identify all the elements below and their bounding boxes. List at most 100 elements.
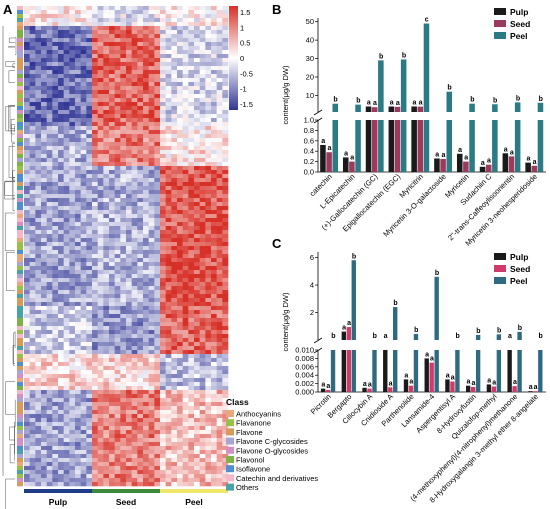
- heatmap-cell: [52, 106, 59, 111]
- heatmap-cell: [165, 122, 172, 127]
- heatmap-cell: [182, 182, 189, 187]
- heatmap-cell: [160, 146, 166, 151]
- heatmap-cell: [46, 474, 53, 479]
- heatmap-cell: [182, 206, 189, 211]
- heatmap-cell: [97, 122, 104, 127]
- heatmap-cell: [92, 146, 98, 151]
- heatmap-cell: [194, 246, 200, 251]
- heatmap-cell: [131, 374, 138, 379]
- heatmap-cell: [171, 230, 178, 235]
- heatmap-cell: [24, 218, 30, 223]
- heatmap-cell: [160, 82, 166, 87]
- heatmap-cell: [92, 10, 98, 15]
- heatmap-cell: [41, 202, 47, 207]
- heatmap-cell: [126, 106, 132, 111]
- dendrogram-branch: [14, 125, 15, 132]
- heatmap-cell: [109, 350, 115, 355]
- heatmap-cell: [92, 178, 98, 183]
- heatmap-cell: [35, 410, 42, 415]
- heatmap-cell: [160, 310, 166, 315]
- heatmap-cell: [63, 342, 70, 347]
- legend-swatch: [494, 8, 506, 15]
- heatmap-cell: [109, 94, 115, 99]
- heatmap-cell: [63, 42, 70, 47]
- heatmap-cell: [188, 466, 195, 471]
- heatmap-cell: [120, 394, 127, 399]
- heatmap-cell: [114, 114, 121, 119]
- heatmap-cell: [86, 410, 93, 415]
- heatmap-cell: [211, 262, 217, 267]
- heatmap-cell: [63, 170, 70, 175]
- heatmap-cell: [188, 206, 195, 211]
- heatmap-cell: [154, 414, 161, 419]
- heatmap-cell: [69, 46, 76, 51]
- bar: [394, 106, 401, 112]
- bar: [470, 386, 476, 392]
- heatmap-cell: [154, 354, 161, 359]
- heatmap-cell: [97, 442, 104, 447]
- heatmap-cell: [199, 166, 206, 171]
- heatmap-cell: [154, 118, 161, 123]
- heatmap-cell: [86, 38, 93, 43]
- heatmap-cell: [148, 130, 155, 135]
- heatmap-cell: [52, 378, 59, 383]
- heatmap-cell: [148, 338, 155, 343]
- heatmap-cell: [148, 42, 155, 47]
- heatmap-cell: [41, 358, 47, 363]
- heatmap-cell: [199, 70, 206, 75]
- heatmap-cell: [194, 154, 200, 159]
- bar: [486, 384, 492, 392]
- heatmap-cell: [58, 6, 64, 11]
- heatmap-cell: [216, 470, 223, 475]
- heatmap-cell: [211, 26, 217, 31]
- heatmap-cell: [35, 246, 42, 251]
- heatmap-cell: [97, 182, 104, 187]
- heatmap-cell: [114, 94, 121, 99]
- bar: [475, 334, 481, 340]
- heatmap-cell: [86, 326, 93, 331]
- heatmap-cell: [126, 450, 132, 455]
- heatmap-cell: [46, 326, 53, 331]
- dendrogram-branch: [5, 478, 15, 509]
- heatmap-cell: [211, 166, 217, 171]
- heatmap-cell: [194, 142, 200, 147]
- heatmap-cell: [205, 286, 212, 291]
- heatmap-cell: [114, 98, 121, 103]
- class-name: Others: [236, 483, 259, 492]
- heatmap-cell: [137, 410, 144, 415]
- heatmap-cell: [92, 162, 98, 167]
- heatmap-cell: [165, 114, 172, 119]
- heatmap-cell: [143, 226, 149, 231]
- heatmap-cell: [216, 154, 223, 159]
- heatmap-cell: [52, 478, 59, 483]
- heatmap-cell: [86, 54, 93, 59]
- heatmap-cell: [205, 206, 212, 211]
- heatmap-cell: [114, 254, 121, 259]
- heatmap-cell: [109, 222, 115, 227]
- heatmap-cell: [177, 46, 183, 51]
- heatmap-cell: [216, 190, 223, 195]
- heatmap-cell: [137, 102, 144, 107]
- heatmap-cell: [131, 198, 138, 203]
- heatmap-cell: [194, 378, 200, 383]
- heatmap-cell: [58, 470, 64, 475]
- heatmap-cell: [160, 350, 166, 355]
- heatmap-cell: [41, 86, 47, 91]
- heatmap-cell: [63, 122, 70, 127]
- heatmap-cell: [194, 366, 200, 371]
- heatmap-cell: [69, 122, 76, 127]
- significance-label: a: [529, 384, 533, 391]
- heatmap-cell: [35, 358, 42, 363]
- heatmap-cell: [86, 114, 93, 119]
- heatmap-cell: [205, 154, 212, 159]
- heatmap-cell: [92, 270, 98, 275]
- heatmap-cell: [46, 314, 53, 319]
- heatmap-cell: [165, 154, 172, 159]
- heatmap-cell: [80, 174, 87, 179]
- heatmap-cell: [58, 150, 64, 155]
- heatmap-cell: [148, 298, 155, 303]
- class-cell: [17, 230, 23, 235]
- heatmap-cell: [103, 454, 110, 459]
- heatmap-cell: [92, 50, 98, 55]
- heatmap-cell: [41, 434, 47, 439]
